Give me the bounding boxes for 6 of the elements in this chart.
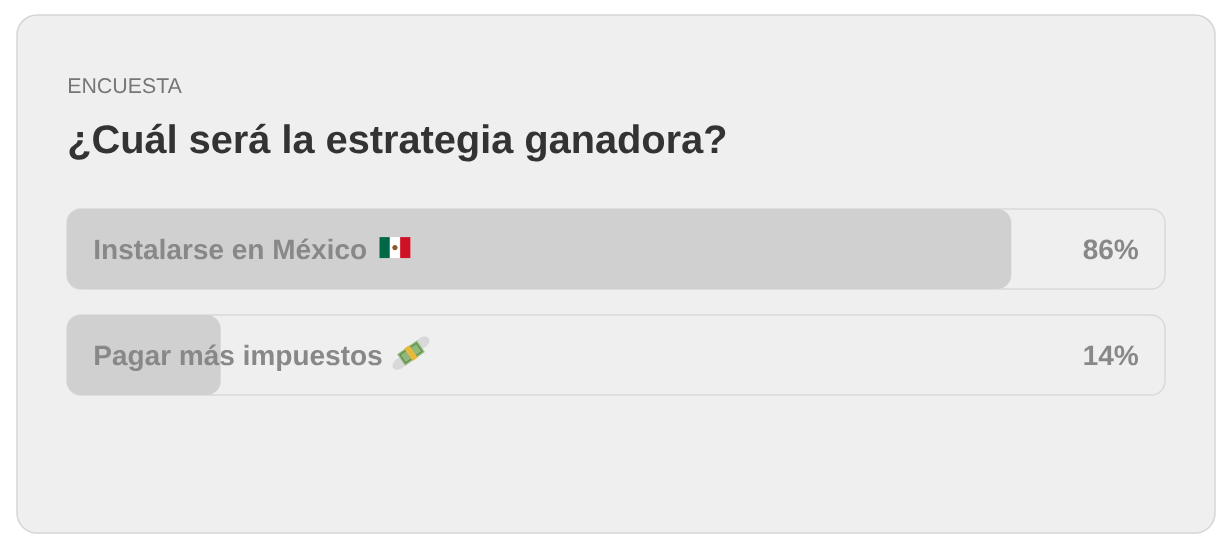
data-label: 86% [1083,239,1138,260]
y-tick-label: Instalarse en México [95,238,367,260]
chart-subtitle: ENCUESTA [69,78,182,94]
y-tick-label: Pagar más impuestos [95,344,382,372]
chart-title: ¿Cuál será la estrategia ganadora? [69,123,726,162]
data-label: 14% [1084,345,1138,366]
